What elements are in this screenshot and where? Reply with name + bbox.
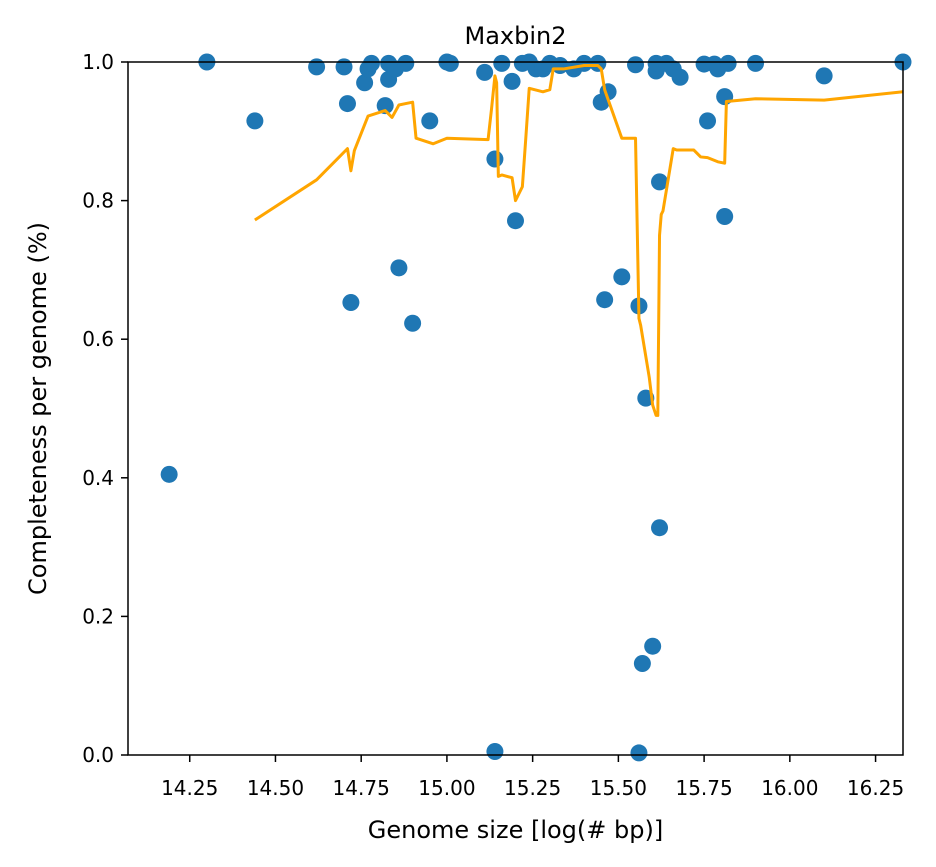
scatter-point	[421, 112, 439, 130]
scatter-point	[335, 58, 353, 76]
x-tick-label: 15.50	[590, 776, 647, 800]
scatter-point	[651, 173, 669, 191]
scatter-point	[644, 637, 662, 655]
trend-line	[254, 63, 904, 417]
chart-title: Maxbin2	[465, 22, 567, 50]
x-axis-title: Genome size [log(# bp)]	[368, 816, 663, 844]
x-tick-label: 15.00	[418, 776, 475, 800]
scatter-point	[441, 54, 459, 72]
scatter-point	[362, 54, 380, 72]
scatter-point	[633, 655, 651, 673]
scatter-point	[404, 314, 422, 332]
y-tick-label: 0.4	[82, 466, 114, 490]
y-tick-label: 0.0	[82, 743, 114, 767]
plot-area-frame	[127, 61, 904, 756]
scatter-point	[356, 74, 374, 92]
scatter-point	[376, 97, 394, 115]
scatter-point	[671, 68, 689, 86]
scatter-point	[397, 54, 415, 72]
x-tick-label: 16.00	[761, 776, 818, 800]
scatter-point	[627, 56, 645, 74]
y-tick-label: 0.8	[82, 189, 114, 213]
scatter-point	[476, 63, 494, 81]
scatter-point	[503, 72, 521, 90]
scatter-point	[719, 54, 737, 72]
x-tick-label: 15.75	[675, 776, 732, 800]
x-tick-label: 14.50	[247, 776, 304, 800]
scatter-point	[630, 744, 648, 762]
y-axis-title: Completeness per genome (%)	[24, 222, 52, 595]
y-tick-label: 0.6	[82, 327, 114, 351]
x-tick-label: 16.25	[847, 776, 904, 800]
scatter-point	[390, 259, 408, 277]
x-tick-label: 14.25	[161, 776, 218, 800]
scatter-point	[486, 150, 504, 168]
x-tick-label: 14.75	[333, 776, 390, 800]
scatter-point	[613, 268, 631, 286]
scatter-point	[716, 208, 734, 226]
scatter-point	[507, 212, 524, 230]
scatter-point	[815, 67, 833, 85]
y-tick-label: 1.0	[82, 50, 114, 74]
scatter-point	[486, 743, 504, 761]
scatter-point	[589, 54, 607, 72]
scatter-point	[596, 291, 614, 309]
x-tick-label: 15.25	[504, 776, 561, 800]
scatter-point	[699, 112, 717, 130]
scatter-point	[342, 293, 360, 311]
scatter-point	[160, 465, 178, 483]
scatter-point	[651, 519, 669, 537]
y-tick-label: 0.2	[82, 604, 114, 628]
scatter-point	[338, 95, 356, 113]
scatter-point	[308, 58, 326, 76]
scatter-point	[493, 54, 511, 72]
scatter-point	[747, 54, 765, 72]
scatter-point	[246, 112, 264, 130]
